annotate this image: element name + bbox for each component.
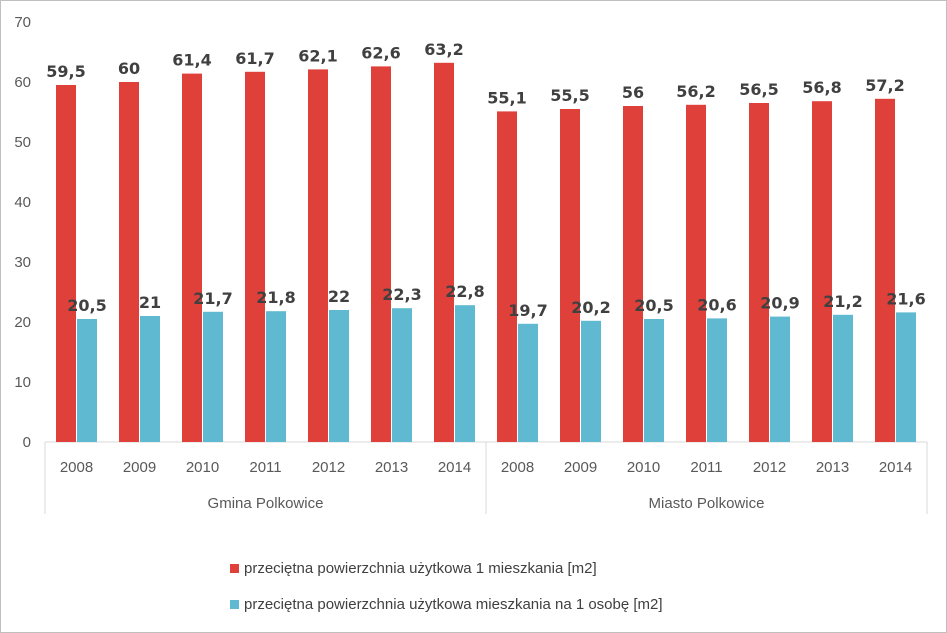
bar-series-2 <box>833 314 853 442</box>
y-tick-label: 0 <box>23 434 31 451</box>
bar-series-2 <box>455 305 475 442</box>
data-label-series-1: 62,1 <box>298 46 337 65</box>
x-tick-label: 2008 <box>60 459 93 476</box>
bar-series-1 <box>812 101 832 442</box>
y-tick-label: 70 <box>14 14 31 31</box>
bar-series-1 <box>875 98 895 443</box>
bar-series-1 <box>434 62 454 443</box>
legend-swatch-blue <box>230 600 239 609</box>
y-tick-label: 30 <box>14 254 31 271</box>
x-tick-label: 2012 <box>312 459 345 476</box>
data-label-series-2: 21,6 <box>886 289 925 308</box>
data-label-series-1: 56,5 <box>739 80 778 99</box>
bar-series-1 <box>686 104 706 443</box>
bar-series-2 <box>581 320 601 442</box>
data-label-series-2: 22,8 <box>445 282 484 301</box>
data-label-series-2: 21,8 <box>256 288 295 307</box>
group-label: Gmina Polkowice <box>208 495 324 512</box>
bar-series-2 <box>644 319 664 442</box>
y-tick-label: 20 <box>14 314 31 331</box>
data-label-series-1: 56,2 <box>676 82 715 101</box>
legend-item-series-2: przeciętna powierzchnia użytkowa mieszka… <box>230 596 663 613</box>
data-label-series-2: 21,2 <box>823 292 862 311</box>
data-label-series-1: 61,4 <box>172 51 211 70</box>
bar-series-2 <box>203 311 223 442</box>
bar-series-2 <box>329 310 349 442</box>
x-tick-label: 2013 <box>816 459 849 476</box>
data-label-series-2: 20,5 <box>67 296 106 315</box>
y-tick-label: 50 <box>14 134 31 151</box>
data-label-series-1: 56 <box>622 83 644 102</box>
bar-series-1 <box>371 66 391 443</box>
bar-series-2 <box>266 311 286 442</box>
bar-series-1 <box>623 106 643 442</box>
data-label-series-1: 59,5 <box>46 62 85 81</box>
legend-label-series-2: przeciętna powierzchnia użytkowa mieszka… <box>244 596 663 613</box>
bars <box>56 62 916 443</box>
x-tick-label: 2008 <box>501 459 534 476</box>
bar-series-1 <box>182 73 202 442</box>
legend-item-series-1: przeciętna powierzchnia użytkowa 1 miesz… <box>230 560 597 577</box>
bar-series-2 <box>392 308 412 442</box>
data-label-series-2: 21,7 <box>193 289 232 308</box>
bar-series-2 <box>77 319 97 442</box>
data-label-series-1: 55,1 <box>487 88 526 107</box>
legend-swatch-red <box>230 564 239 573</box>
data-label-series-2: 20,9 <box>760 294 799 313</box>
x-tick-label: 2011 <box>690 459 722 476</box>
data-label-series-2: 20,5 <box>634 296 673 315</box>
bar-series-1 <box>749 103 769 442</box>
data-label-series-1: 56,8 <box>802 78 841 97</box>
data-label-series-2: 20,2 <box>571 298 610 317</box>
data-label-series-1: 57,2 <box>865 76 904 95</box>
x-tick-label: 2010 <box>186 459 219 476</box>
data-label-series-2: 20,6 <box>697 295 736 314</box>
data-label-series-2: 22 <box>328 287 350 306</box>
data-label-series-1: 62,6 <box>361 43 400 62</box>
x-tick-label: 2011 <box>249 459 281 476</box>
bar-series-1 <box>119 82 139 442</box>
bar-series-2 <box>770 316 790 442</box>
x-tick-label: 2012 <box>753 459 786 476</box>
x-tick-label: 2014 <box>438 459 471 476</box>
bar-series-2 <box>140 316 160 442</box>
data-label-series-2: 21 <box>139 293 161 312</box>
bar-series-1 <box>308 69 328 443</box>
data-label-series-1: 61,7 <box>235 49 274 68</box>
axes: 0 10 20 30 40 50 60 70 2008 2009 2010 2011 2012 2013 2… <box>14 14 928 514</box>
bar-series-1 <box>56 85 76 442</box>
y-tick-label: 40 <box>14 194 31 211</box>
data-label-series-1: 63,2 <box>424 40 463 59</box>
y-tick-label: 10 <box>14 374 31 391</box>
x-tick-label: 2014 <box>879 459 912 476</box>
bar-series-2 <box>896 312 916 442</box>
x-tick-label: 2009 <box>123 459 156 476</box>
x-tick-label: 2010 <box>627 459 660 476</box>
x-tick-label: 2009 <box>564 459 597 476</box>
group-label: Miasto Polkowice <box>649 495 765 512</box>
legend-label-series-1: przeciętna powierzchnia użytkowa 1 miesz… <box>244 560 597 577</box>
y-tick-label: 60 <box>14 74 31 91</box>
data-label-series-2: 22,3 <box>382 285 421 304</box>
bar-series-2 <box>707 318 727 442</box>
x-tick-label: 2013 <box>375 459 408 476</box>
data-label-series-1: 55,5 <box>550 86 589 105</box>
data-labels: 59,5 60 61,4 61,7 62,1 62,6 63,2 55,1 55,5 56 56,2… <box>46 40 925 320</box>
data-label-series-2: 19,7 <box>508 301 547 320</box>
bar-series-1 <box>560 109 580 442</box>
bar-series-2 <box>518 323 538 442</box>
data-label-series-1: 60 <box>118 59 140 78</box>
bar-series-1 <box>497 111 517 443</box>
bar-series-1 <box>245 71 265 443</box>
